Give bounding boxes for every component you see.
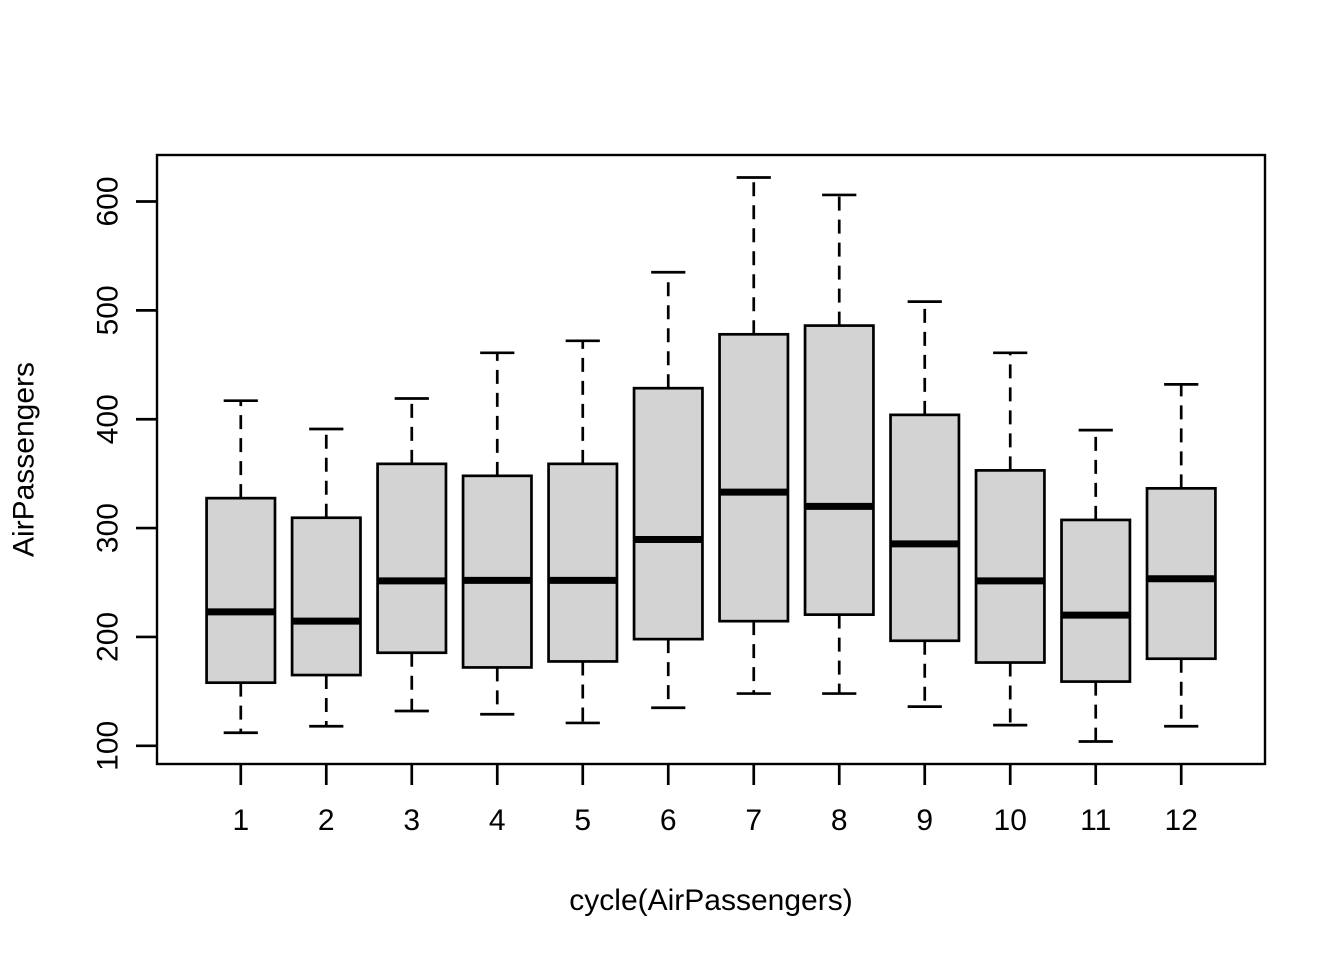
iqr-box	[1145, 486, 1217, 661]
iqr-box	[290, 516, 362, 677]
box-and-whisker-month-10	[974, 351, 1046, 727]
iqr-box	[803, 324, 875, 616]
box-and-whisker-month-11	[1060, 428, 1132, 743]
x-axis-tick-label: 3	[403, 804, 420, 837]
x-axis-tick-label: 2	[318, 804, 335, 837]
x-axis-tick-label: 7	[745, 804, 762, 837]
iqr-box	[205, 496, 277, 685]
iqr-box	[376, 462, 448, 655]
iqr-box	[889, 413, 961, 643]
iqr-box	[718, 332, 790, 623]
box-and-whisker-month-1	[205, 399, 277, 735]
box-and-whisker-month-4	[461, 351, 533, 716]
box-and-whisker-month-12	[1145, 383, 1217, 728]
y-axis-tick-label: 300	[92, 503, 125, 553]
box-and-whisker-month-3	[376, 397, 448, 713]
y-axis-tick-label: 500	[92, 285, 125, 335]
x-axis-tick-label: 11	[1080, 804, 1111, 837]
box-and-whisker-month-5	[547, 339, 619, 725]
iqr-box	[547, 462, 619, 663]
y-axis-tick-label: 400	[92, 394, 125, 444]
box-and-whisker-month-2	[290, 427, 362, 728]
plot-frame	[155, 153, 1267, 766]
x-axis-tick-label: 9	[916, 804, 933, 837]
box-and-whisker-month-6	[632, 270, 704, 710]
y-axis-tick-label: 100	[92, 721, 125, 771]
x-axis-tick-label: 1	[232, 804, 249, 837]
iqr-box	[974, 469, 1046, 664]
x-axis-title: cycle(AirPassengers)	[569, 884, 852, 917]
x-axis-tick-label: 4	[489, 804, 506, 837]
x-axis: 1 2 3 4 5 6 7 8 9 10 11 12	[232, 764, 1198, 837]
y-axis-tick-label: 200	[92, 612, 125, 662]
x-axis-tick-label: 12	[1165, 804, 1198, 837]
box-and-whisker-month-7	[718, 176, 790, 695]
y-axis-tick-label: 600	[92, 176, 125, 226]
x-axis-tick-label: 6	[660, 804, 677, 837]
x-axis-tick-label: 8	[831, 804, 848, 837]
x-axis-tick-label: 5	[574, 804, 591, 837]
x-axis-tick-label: 10	[994, 804, 1027, 837]
iqr-box	[1060, 518, 1132, 683]
box-and-whisker-month-8	[803, 193, 875, 695]
box-and-whisker-month-9	[889, 300, 961, 708]
y-axis: 100 200 300 400 500 600	[92, 176, 157, 771]
y-axis-title: AirPassengers	[8, 362, 41, 557]
iqr-box	[461, 474, 533, 669]
iqr-box	[632, 386, 704, 641]
